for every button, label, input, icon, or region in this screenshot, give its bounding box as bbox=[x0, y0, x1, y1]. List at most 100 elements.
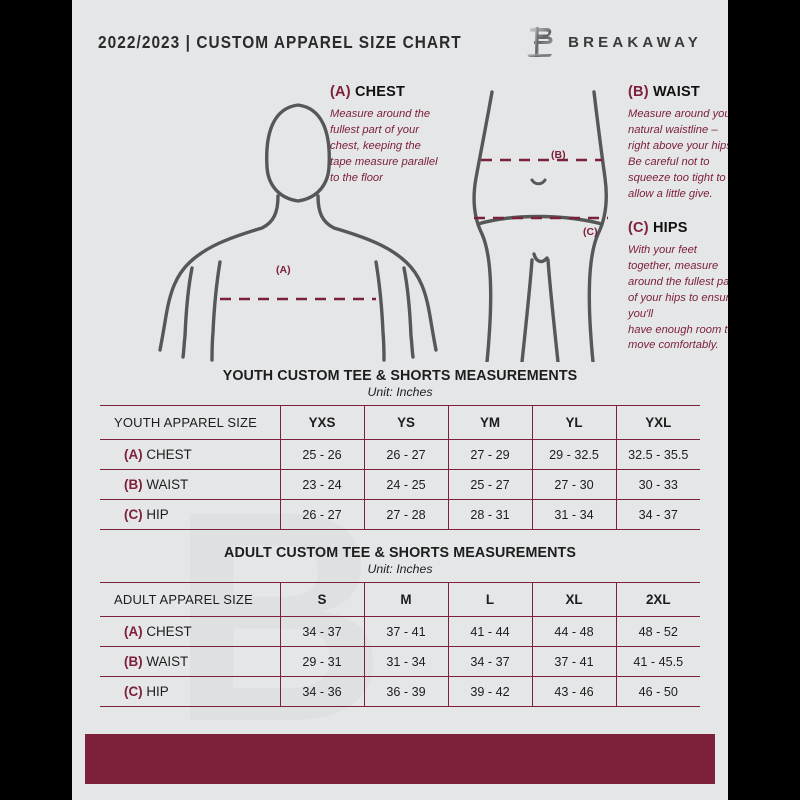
youth-header-label: YOUTH APPAREL SIZE bbox=[100, 405, 280, 440]
table-row: (B) WAIST 29 - 31 31 - 34 34 - 37 37 - 4… bbox=[100, 646, 700, 677]
breakaway-b-logo-icon bbox=[527, 27, 553, 57]
table-cell: 34 - 37 bbox=[447, 646, 532, 677]
chest-instruction-block: (A) CHEST Measure around the fullest par… bbox=[330, 84, 480, 187]
page-header: 2022/2023 | CUSTOM APPAREL SIZE CHART BR… bbox=[72, 22, 728, 62]
waist-instruction-title: (B) WAIST bbox=[628, 84, 728, 100]
adult-table-section: ADULT CUSTOM TEE & SHORTS MEASUREMENTS U… bbox=[72, 545, 728, 707]
table-cell: 43 - 46 bbox=[531, 676, 616, 707]
table-cell: 31 - 34 bbox=[531, 499, 616, 530]
youth-table-unit: Unit: Inches bbox=[367, 385, 433, 399]
chest-title-text: CHEST bbox=[354, 84, 406, 100]
waist-marker-label: (B) bbox=[551, 149, 566, 161]
row-code: (B) bbox=[124, 654, 143, 669]
youth-table-title: YOUTH CUSTOM TEE & SHORTS MEASUREMENTS bbox=[222, 368, 578, 384]
table-cell: 34 - 37 bbox=[615, 499, 700, 530]
table-cell: 24 - 25 bbox=[363, 469, 448, 500]
size-chart-page: B 2022/2023 | CUSTOM APPAREL SIZE CHART bbox=[72, 0, 728, 800]
table-cell: 30 - 33 bbox=[615, 469, 700, 500]
table-cell: 26 - 27 bbox=[279, 499, 364, 530]
youth-size-header: YM bbox=[447, 405, 532, 440]
table-cell: 27 - 28 bbox=[363, 499, 448, 530]
table-cell: 36 - 39 bbox=[363, 676, 448, 707]
row-code: (A) bbox=[124, 447, 143, 462]
body-illustration-area: (A) (B) (C) (A) CHEST Measure around the… bbox=[72, 72, 728, 362]
table-row: (C) HIP 34 - 36 36 - 39 39 - 42 43 - 46 … bbox=[100, 676, 700, 707]
adult-size-header: 2XL bbox=[615, 582, 700, 617]
row-code: (B) bbox=[124, 477, 143, 492]
youth-table-section: YOUTH CUSTOM TEE & SHORTS MEASUREMENTS U… bbox=[72, 368, 728, 530]
youth-size-table: YOUTH APPAREL SIZE YXS YS YM YL YXL (A) … bbox=[100, 405, 700, 530]
table-cell: 34 - 36 bbox=[279, 676, 364, 707]
adult-row-label: (C) HIP bbox=[100, 676, 280, 707]
adult-size-header: S bbox=[279, 582, 364, 617]
table-row: (A) CHEST 34 - 37 37 - 41 41 - 44 44 - 4… bbox=[100, 616, 700, 647]
youth-size-header: YS bbox=[363, 405, 448, 440]
waist-title-text: WAIST bbox=[652, 84, 700, 100]
table-cell: 44 - 48 bbox=[531, 616, 616, 647]
table-cell: 27 - 30 bbox=[531, 469, 616, 500]
youth-row-label: (A) CHEST bbox=[100, 439, 280, 470]
table-cell: 41 - 45.5 bbox=[615, 646, 700, 677]
adult-row-label: (A) CHEST bbox=[100, 616, 280, 647]
chest-instruction-title: (A) CHEST bbox=[330, 84, 480, 100]
adult-header-label: ADULT APPAREL SIZE bbox=[100, 582, 280, 617]
row-label-text: WAIST bbox=[146, 477, 189, 492]
adult-size-header: XL bbox=[531, 582, 616, 617]
adult-size-header: L bbox=[447, 582, 532, 617]
youth-row-label: (C) HIP bbox=[100, 499, 280, 530]
brand-block: BREAKAWAY bbox=[525, 26, 702, 58]
table-cell: 37 - 41 bbox=[531, 646, 616, 677]
table-cell: 37 - 41 bbox=[363, 616, 448, 647]
table-cell: 31 - 34 bbox=[363, 646, 448, 677]
table-row: (B) WAIST 23 - 24 24 - 25 25 - 27 27 - 3… bbox=[100, 469, 700, 500]
chest-marker-label: (A) bbox=[276, 264, 291, 276]
row-label-text: HIP bbox=[146, 684, 169, 699]
table-cell: 32.5 - 35.5 bbox=[615, 439, 700, 470]
row-label-text: CHEST bbox=[146, 624, 192, 639]
table-cell: 48 - 52 bbox=[615, 616, 700, 647]
adult-table-title: ADULT CUSTOM TEE & SHORTS MEASUREMENTS bbox=[224, 545, 576, 561]
youth-table-header-row: YOUTH APPAREL SIZE YXS YS YM YL YXL bbox=[100, 405, 700, 440]
page-title: 2022/2023 | CUSTOM APPAREL SIZE CHART bbox=[98, 31, 462, 52]
table-cell: 39 - 42 bbox=[447, 676, 532, 707]
adult-table-header-row: ADULT APPAREL SIZE S M L XL 2XL bbox=[100, 582, 700, 617]
body-figures-icon bbox=[158, 90, 608, 362]
adult-row-label: (B) WAIST bbox=[100, 646, 280, 677]
table-cell: 28 - 31 bbox=[447, 499, 532, 530]
row-label-text: WAIST bbox=[146, 654, 189, 669]
table-cell: 23 - 24 bbox=[279, 469, 364, 500]
hips-title-text: HIPS bbox=[652, 220, 688, 236]
row-code: (A) bbox=[124, 624, 143, 639]
waist-instruction-body: Measure around your natural waistline – … bbox=[628, 108, 728, 200]
table-cell: 41 - 44 bbox=[447, 616, 532, 647]
adult-table-unit: Unit: Inches bbox=[367, 562, 433, 576]
table-cell: 25 - 27 bbox=[447, 469, 532, 500]
table-cell: 46 - 50 bbox=[615, 676, 700, 707]
brand-name: BREAKAWAY bbox=[568, 33, 702, 51]
row-code: (C) bbox=[124, 684, 143, 699]
youth-row-label: (B) WAIST bbox=[100, 469, 280, 500]
hips-instruction-title: (C) HIPS bbox=[628, 220, 728, 236]
hips-code: (C) bbox=[628, 220, 649, 236]
row-label-text: CHEST bbox=[146, 447, 192, 462]
table-cell: 27 - 29 bbox=[447, 439, 532, 470]
adult-size-header: M bbox=[363, 582, 448, 617]
youth-size-header: YXS bbox=[279, 405, 364, 440]
row-code: (C) bbox=[124, 507, 143, 522]
table-row: (A) CHEST 25 - 26 26 - 27 27 - 29 29 - 3… bbox=[100, 439, 700, 470]
hip-marker-label: (C) bbox=[583, 226, 598, 238]
table-cell: 26 - 27 bbox=[363, 439, 448, 470]
table-cell: 34 - 37 bbox=[279, 616, 364, 647]
waist-code: (B) bbox=[628, 84, 649, 100]
hips-instruction-body: With your feet together, measure around … bbox=[628, 244, 728, 352]
table-cell: 25 - 26 bbox=[279, 439, 364, 470]
chest-code: (A) bbox=[330, 84, 351, 100]
table-cell: 29 - 31 bbox=[279, 646, 364, 677]
youth-size-header: YXL bbox=[615, 405, 700, 440]
table-row: (C) HIP 26 - 27 27 - 28 28 - 31 31 - 34 … bbox=[100, 499, 700, 530]
row-label-text: HIP bbox=[146, 507, 169, 522]
hips-instruction-block: (C) HIPS With your feet together, measur… bbox=[628, 220, 728, 354]
youth-size-header: YL bbox=[531, 405, 616, 440]
footer-bar bbox=[85, 734, 715, 784]
chest-instruction-body: Measure around the fullest part of your … bbox=[330, 108, 438, 184]
